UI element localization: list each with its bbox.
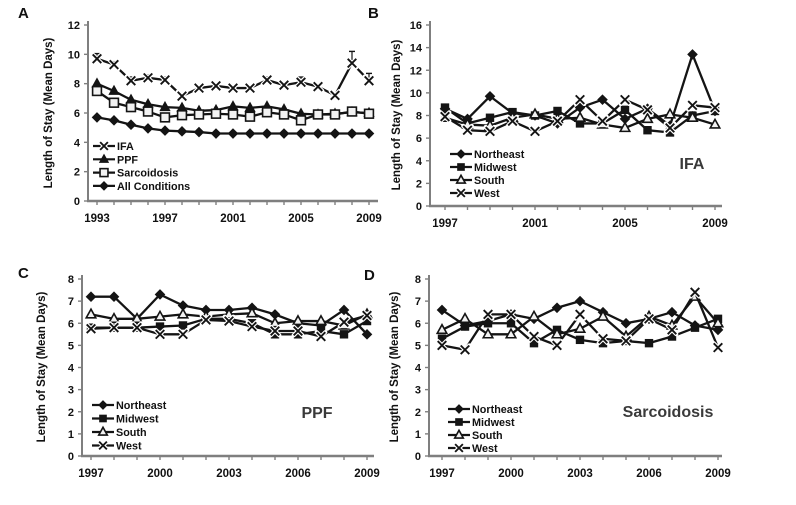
panel-d-letter: D bbox=[364, 267, 375, 284]
svg-text:16: 16 bbox=[410, 20, 422, 32]
svg-text:2: 2 bbox=[68, 407, 74, 419]
panel-c-chart: 0 1 2 3 4 5 6 7 8 1997 2000 2003 2006 2009 Northeast Mi… bbox=[68, 274, 380, 480]
series-all-conditions bbox=[91, 112, 375, 139]
svg-text:South: South bbox=[472, 430, 503, 442]
panel-a-letter: A bbox=[18, 5, 29, 22]
svg-text:1997: 1997 bbox=[429, 468, 455, 480]
svg-text:2000: 2000 bbox=[498, 468, 524, 480]
svg-text:0: 0 bbox=[68, 451, 74, 463]
svg-text:2009: 2009 bbox=[356, 213, 382, 225]
svg-text:Northeast: Northeast bbox=[474, 149, 525, 161]
svg-text:7: 7 bbox=[68, 296, 74, 308]
svg-text:8: 8 bbox=[415, 274, 421, 286]
svg-text:4: 4 bbox=[68, 363, 75, 375]
svg-text:Midwest: Midwest bbox=[474, 162, 517, 174]
svg-text:South: South bbox=[474, 175, 505, 187]
svg-text:6: 6 bbox=[415, 318, 421, 330]
svg-text:West: West bbox=[116, 441, 142, 453]
svg-text:2: 2 bbox=[74, 167, 80, 179]
svg-text:1997: 1997 bbox=[78, 468, 104, 480]
svg-text:Midwest: Midwest bbox=[472, 417, 515, 429]
svg-text:10: 10 bbox=[68, 49, 80, 61]
svg-text:2005: 2005 bbox=[288, 213, 314, 225]
svg-text:West: West bbox=[472, 443, 498, 455]
panel-b-annotation: IFA bbox=[679, 156, 705, 173]
series-west bbox=[438, 93, 722, 138]
panel-c-letter: C bbox=[18, 265, 29, 282]
svg-text:2001: 2001 bbox=[220, 213, 246, 225]
svg-text:2003: 2003 bbox=[216, 468, 242, 480]
svg-text:0: 0 bbox=[416, 201, 422, 213]
svg-text:5: 5 bbox=[415, 340, 421, 352]
svg-text:8: 8 bbox=[68, 274, 74, 286]
svg-text:6: 6 bbox=[74, 108, 80, 120]
svg-text:8: 8 bbox=[74, 79, 80, 91]
svg-text:4: 4 bbox=[415, 363, 422, 375]
svg-text:2000: 2000 bbox=[147, 468, 173, 480]
svg-text:6: 6 bbox=[416, 133, 422, 145]
svg-text:PPF: PPF bbox=[117, 154, 138, 166]
svg-text:6: 6 bbox=[68, 318, 74, 330]
svg-text:0: 0 bbox=[74, 196, 80, 208]
svg-text:1: 1 bbox=[415, 429, 421, 441]
svg-text:10: 10 bbox=[410, 88, 422, 100]
panel-d-chart: 0 1 2 3 4 5 6 7 8 1997 2000 2003 2006 2009 NortheastMi… bbox=[415, 274, 731, 480]
svg-text:Northeast: Northeast bbox=[116, 400, 167, 412]
svg-text:1997: 1997 bbox=[432, 218, 458, 230]
svg-text:4: 4 bbox=[416, 156, 423, 168]
svg-text:2009: 2009 bbox=[705, 468, 731, 480]
svg-text:Midwest: Midwest bbox=[116, 414, 159, 426]
svg-text:12: 12 bbox=[68, 20, 80, 32]
svg-text:South: South bbox=[116, 427, 147, 439]
svg-text:All Conditions: All Conditions bbox=[117, 181, 190, 193]
panel-b-chart: 0 2 4 6 8 10 12 14 16 1997 2001 2005 2009 NortheastMi… bbox=[410, 20, 728, 230]
panel-d-annotation: Sarcoidosis bbox=[622, 404, 714, 421]
svg-text:4: 4 bbox=[74, 137, 81, 149]
series-sarcoidosis bbox=[91, 85, 375, 126]
svg-text:14: 14 bbox=[410, 43, 423, 55]
svg-text:2: 2 bbox=[415, 407, 421, 419]
svg-text:IFA: IFA bbox=[117, 141, 134, 153]
panel-b-letter: B bbox=[368, 5, 379, 22]
svg-text:2009: 2009 bbox=[702, 218, 728, 230]
svg-text:2003: 2003 bbox=[567, 468, 593, 480]
svg-text:West: West bbox=[474, 188, 500, 200]
svg-text:2009: 2009 bbox=[354, 468, 380, 480]
svg-text:3: 3 bbox=[68, 385, 74, 397]
svg-text:2: 2 bbox=[416, 178, 422, 190]
svg-text:2006: 2006 bbox=[285, 468, 311, 480]
svg-text:1993: 1993 bbox=[84, 213, 110, 225]
svg-text:12: 12 bbox=[410, 65, 422, 77]
svg-text:2001: 2001 bbox=[522, 218, 548, 230]
svg-text:2006: 2006 bbox=[636, 468, 662, 480]
svg-text:1: 1 bbox=[68, 429, 74, 441]
series-ifa bbox=[90, 50, 376, 103]
svg-text:Sarcoidosis: Sarcoidosis bbox=[117, 168, 178, 180]
svg-text:Northeast: Northeast bbox=[472, 404, 523, 416]
svg-text:0: 0 bbox=[415, 451, 421, 463]
panel-c-annotation: PPF bbox=[301, 405, 333, 422]
svg-text:5: 5 bbox=[68, 340, 74, 352]
svg-text:2005: 2005 bbox=[612, 218, 638, 230]
svg-text:7: 7 bbox=[415, 296, 421, 308]
svg-text:1997: 1997 bbox=[152, 213, 178, 225]
svg-text:8: 8 bbox=[416, 111, 422, 123]
svg-text:3: 3 bbox=[415, 385, 421, 397]
series-west bbox=[435, 285, 725, 357]
series-west bbox=[84, 309, 374, 343]
